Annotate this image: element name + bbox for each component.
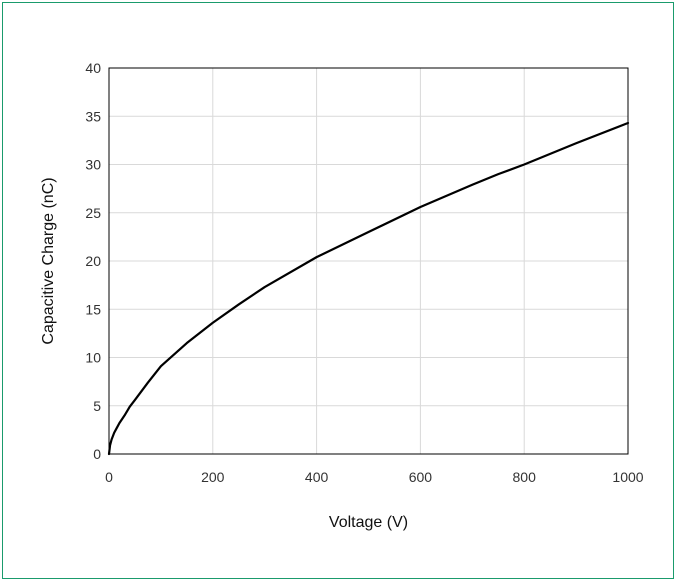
- x-tick-label: 1000: [612, 469, 643, 485]
- y-axis-title: Capacitive Charge (nC): [40, 177, 57, 344]
- y-tick-label: 10: [85, 350, 101, 366]
- y-tick-label: 0: [93, 446, 101, 462]
- y-tick-label: 15: [85, 301, 101, 317]
- x-axis: 0 200 400 600 800 1000: [105, 469, 644, 485]
- y-tick-label: 25: [85, 205, 101, 221]
- grid: [108, 67, 629, 455]
- y-axis: 0 5 10 15 20 25 30 35 40: [85, 60, 101, 462]
- x-tick-label: 600: [409, 469, 433, 485]
- y-tick-label: 40: [85, 60, 101, 76]
- plot-area: [108, 67, 629, 455]
- x-tick-label: 200: [201, 469, 225, 485]
- x-axis-title: Voltage (V): [329, 514, 408, 531]
- x-tick-label: 400: [305, 469, 329, 485]
- x-tick-label: 800: [513, 469, 537, 485]
- y-tick-label: 30: [85, 157, 101, 173]
- y-tick-label: 5: [93, 398, 101, 414]
- x-tick-label: 0: [105, 469, 113, 485]
- y-tick-label: 20: [85, 253, 101, 269]
- y-tick-label: 35: [85, 108, 101, 124]
- series-line: [107, 121, 630, 456]
